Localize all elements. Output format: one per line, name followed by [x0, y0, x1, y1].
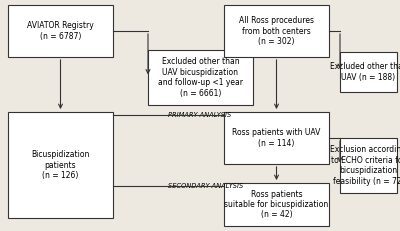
- Text: AVIATOR Registry
(n = 6787): AVIATOR Registry (n = 6787): [27, 21, 94, 41]
- Bar: [8, 5, 113, 57]
- Bar: [224, 5, 329, 57]
- Text: PRIMARY ANALYSIS: PRIMARY ANALYSIS: [168, 112, 231, 118]
- Text: Ross patients with UAV
(n = 114): Ross patients with UAV (n = 114): [232, 128, 321, 148]
- Text: Excluded other than
UAV bicuspidization
and follow-up <1 year
(n = 6661): Excluded other than UAV bicuspidization …: [158, 57, 243, 98]
- Bar: [8, 112, 113, 218]
- Bar: [224, 183, 329, 226]
- Text: SECONDARY ANALYSIS: SECONDARY ANALYSIS: [168, 183, 243, 189]
- Bar: [340, 52, 397, 92]
- Text: Exclusion according
to ECHO criteria for
bicuspidization
feasibility (n = 72): Exclusion according to ECHO criteria for…: [330, 145, 400, 185]
- Text: All Ross procedures
from both centers
(n = 302): All Ross procedures from both centers (n…: [239, 16, 314, 46]
- Text: Bicuspidization
patients
(n = 126): Bicuspidization patients (n = 126): [31, 150, 90, 180]
- Bar: [224, 112, 329, 164]
- Bar: [148, 50, 253, 105]
- Text: Ross patients
suitable for bicuspidization
(n = 42): Ross patients suitable for bicuspidizati…: [224, 190, 329, 219]
- Bar: [340, 138, 397, 193]
- Text: Excluded other than
UAV (n = 188): Excluded other than UAV (n = 188): [330, 62, 400, 82]
